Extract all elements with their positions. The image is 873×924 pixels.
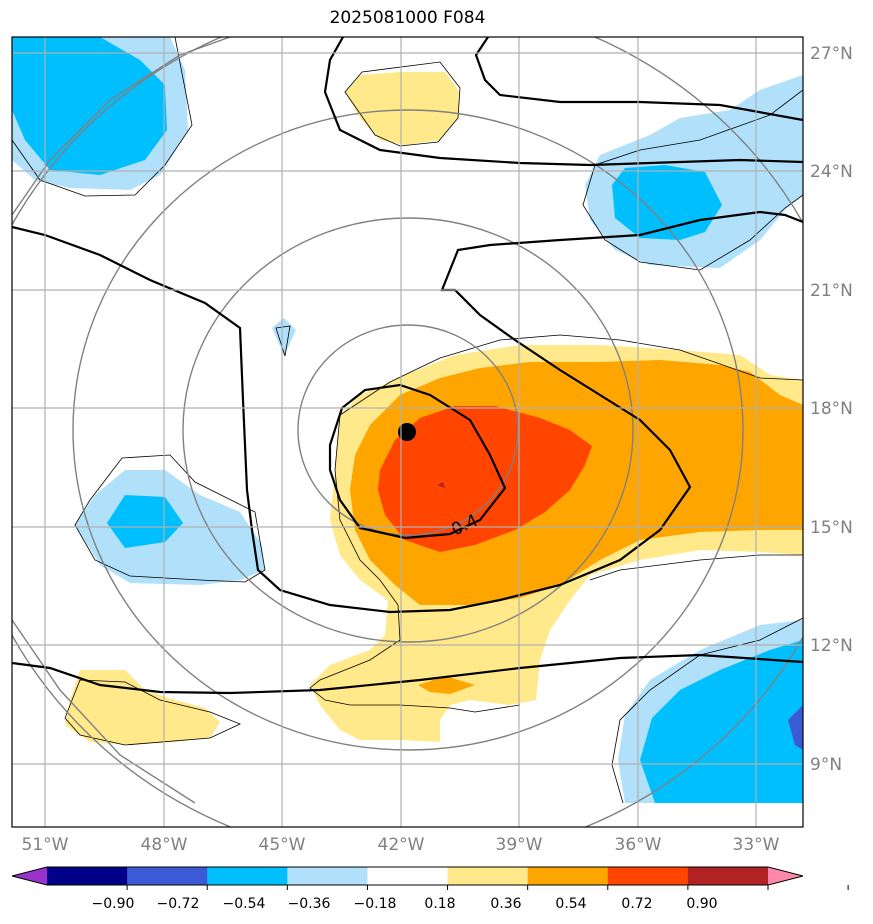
colorbar-label: −0.54 [223,896,266,912]
lat-tick: 9°N [810,755,842,775]
colorbar-segment [607,867,689,885]
orange-red-region [378,406,592,552]
light-blue-region-small [272,318,296,356]
colorbar-label: −0.36 [288,896,331,912]
lat-tick: 24°N [810,162,853,182]
fill-boundaries [12,37,803,804]
colorbar-label: 0.54 [555,896,586,912]
map-frame [11,36,804,828]
colorbar-segment [447,867,529,885]
colorbar-label: 0.72 [621,896,652,912]
colorbar-segments [12,867,803,885]
colorbar-label: 0.90 [686,896,717,912]
colorbar-label: −0.18 [354,896,397,912]
orange-region-small [418,676,475,694]
colorbar-ticks [126,885,849,890]
dark-red-dot [437,482,445,488]
colorbar-label: 0.36 [490,896,521,912]
colorbar-segment [527,867,609,885]
lat-tick: 15°N [810,518,853,538]
colorbar-extend-low [12,867,47,885]
colorbar-segment [47,867,128,885]
gridlines [12,37,803,827]
colorbar-segment [127,867,208,885]
colorbar-label: −0.90 [92,896,135,912]
storm-center-marker [398,423,416,441]
blue-region-nw [12,37,167,175]
colorbar-label: −0.72 [157,896,200,912]
colorbar-label: 0.18 [424,896,455,912]
lon-tick: 51°W [22,835,69,855]
thick-contours [12,37,803,695]
colorbar-segment [687,867,769,885]
colorbar-labels: −0.90 −0.72 −0.54 −0.36 −0.18 0.18 0.36 … [92,896,718,912]
yellow-region-north [345,72,460,145]
lat-tick: 18°N [810,399,853,419]
lat-tick: 21°N [810,281,853,301]
lon-tick: 45°W [259,835,306,855]
lon-tick-labels: 51°W 48°W 45°W 42°W 39°W 36°W 33°W [22,835,780,855]
lon-tick: 39°W [496,835,543,855]
colorbar-segment [207,867,288,885]
map-title: 2025081000 F084 [329,8,486,28]
colorbar-extend-high [768,867,803,885]
lat-tick: 27°N [810,44,853,64]
colorbar-segment [287,867,368,885]
yellow-region-southwest [65,670,220,745]
lon-tick: 33°W [733,835,780,855]
royal-blue-region-se [788,705,803,750]
lat-tick: 12°N [810,636,853,656]
concentric-rings [12,37,803,827]
colorbar: −0.90 −0.72 −0.54 −0.36 −0.18 0.18 0.36 … [11,866,849,912]
lat-tick-labels: 27°N 24°N 21°N 18°N 15°N 12°N 9°N [810,44,853,775]
lon-tick: 48°W [141,835,188,855]
lon-tick: 42°W [378,835,425,855]
lon-tick: 36°W [615,835,662,855]
colorbar-segment [367,867,449,885]
colorbar-frame [11,866,804,886]
blue-region-se [640,640,803,803]
